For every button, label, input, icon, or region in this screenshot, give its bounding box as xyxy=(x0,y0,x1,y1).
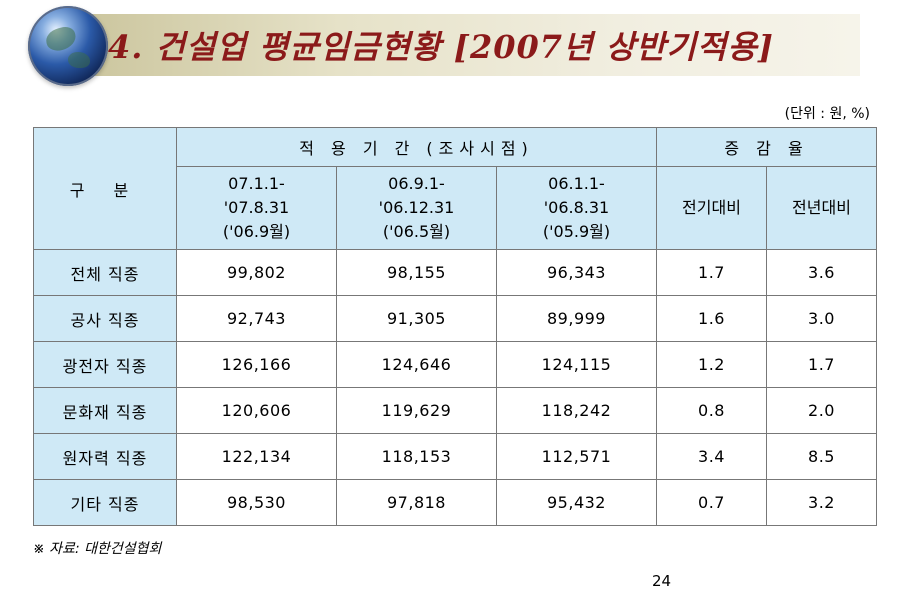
period-3-line-2: '06.8.31 xyxy=(543,198,610,217)
value-qoq: 0.7 xyxy=(656,479,767,526)
source-note: ※ 자료: 대한건설협회 xyxy=(33,541,162,557)
value-period-3: 124,115 xyxy=(496,341,657,388)
value-period-3: 112,571 xyxy=(496,433,657,480)
value-yoy: 8.5 xyxy=(766,433,877,480)
globe-icon xyxy=(28,6,108,86)
value-qoq: 1.7 xyxy=(656,249,767,296)
value-period-1: 99,802 xyxy=(176,249,337,296)
table-row: 광전자 직종 126,166 124,646 124,115 1.2 1.7 xyxy=(33,341,877,388)
value-yoy: 2.0 xyxy=(766,387,877,434)
row-label: 문화재 직종 xyxy=(33,387,177,434)
row-label: 광전자 직종 xyxy=(33,341,177,388)
period-3-line-3: ('05.9월) xyxy=(542,222,611,241)
period-2-line-3: ('06.5월) xyxy=(382,222,451,241)
title-main: 4. 건설업 평균임금현황 xyxy=(108,28,454,66)
title-banner xyxy=(60,14,860,76)
value-period-1: 98,530 xyxy=(176,479,337,526)
period-1-line-3: ('06.9월) xyxy=(222,222,291,241)
row-label: 공사 직종 xyxy=(33,295,177,342)
page-title: 4. 건설업 평균임금현황 [2007년 상반기적용] xyxy=(108,22,774,68)
period-header-2: 06.9.1- '06.12.31 ('06.5월) xyxy=(336,166,497,250)
wage-table: 구 분 적 용 기 간 (조사시점) 증 감 율 07.1.1- '07.8.3… xyxy=(33,127,877,526)
table-row: 문화재 직종 120,606 119,629 118,242 0.8 2.0 xyxy=(33,387,877,434)
table-row: 전체 직종 99,802 98,155 96,343 1.7 3.6 xyxy=(33,249,877,296)
wage-table-container: 구 분 적 용 기 간 (조사시점) 증 감 율 07.1.1- '07.8.3… xyxy=(33,127,877,526)
row-label: 전체 직종 xyxy=(33,249,177,296)
value-qoq: 0.8 xyxy=(656,387,767,434)
value-period-2: 124,646 xyxy=(336,341,497,388)
qoq-header: 전기대비 xyxy=(656,166,767,250)
value-period-2: 119,629 xyxy=(336,387,497,434)
value-yoy: 3.0 xyxy=(766,295,877,342)
value-period-2: 97,818 xyxy=(336,479,497,526)
page-number: 24 xyxy=(652,572,672,590)
period-1-line-2: '07.8.31 xyxy=(223,198,290,217)
table-row: 원자력 직종 122,134 118,153 112,571 3.4 8.5 xyxy=(33,433,877,480)
value-qoq: 1.2 xyxy=(656,341,767,388)
period-2-line-1: 06.9.1- xyxy=(388,174,445,193)
period-2-line-2: '06.12.31 xyxy=(378,198,455,217)
table-row: 공사 직종 92,743 91,305 89,999 1.6 3.0 xyxy=(33,295,877,342)
period-group-header: 적 용 기 간 (조사시점) xyxy=(176,127,657,167)
value-period-3: 89,999 xyxy=(496,295,657,342)
value-period-2: 98,155 xyxy=(336,249,497,296)
value-yoy: 3.2 xyxy=(766,479,877,526)
unit-note: (단위 : 원, %) xyxy=(784,106,870,122)
period-header-3: 06.1.1- '06.8.31 ('05.9월) xyxy=(496,166,657,250)
row-label: 원자력 직종 xyxy=(33,433,177,480)
title-period: [2007년 상반기적용] xyxy=(453,28,774,66)
value-period-1: 92,743 xyxy=(176,295,337,342)
value-period-2: 91,305 xyxy=(336,295,497,342)
value-qoq: 1.6 xyxy=(656,295,767,342)
value-qoq: 3.4 xyxy=(656,433,767,480)
value-period-1: 122,134 xyxy=(176,433,337,480)
value-period-3: 96,343 xyxy=(496,249,657,296)
table-row: 기타 직종 98,530 97,818 95,432 0.7 3.2 xyxy=(33,479,877,526)
value-period-3: 95,432 xyxy=(496,479,657,526)
category-header: 구 분 xyxy=(33,127,177,250)
value-yoy: 3.6 xyxy=(766,249,877,296)
period-1-line-1: 07.1.1- xyxy=(228,174,285,193)
period-3-line-1: 06.1.1- xyxy=(548,174,605,193)
value-period-1: 126,166 xyxy=(176,341,337,388)
period-header-1: 07.1.1- '07.8.31 ('06.9월) xyxy=(176,166,337,250)
value-period-2: 118,153 xyxy=(336,433,497,480)
value-period-1: 120,606 xyxy=(176,387,337,434)
change-group-header: 증 감 율 xyxy=(656,127,877,167)
value-period-3: 118,242 xyxy=(496,387,657,434)
row-label: 기타 직종 xyxy=(33,479,177,526)
yoy-header: 전년대비 xyxy=(766,166,877,250)
value-yoy: 1.7 xyxy=(766,341,877,388)
